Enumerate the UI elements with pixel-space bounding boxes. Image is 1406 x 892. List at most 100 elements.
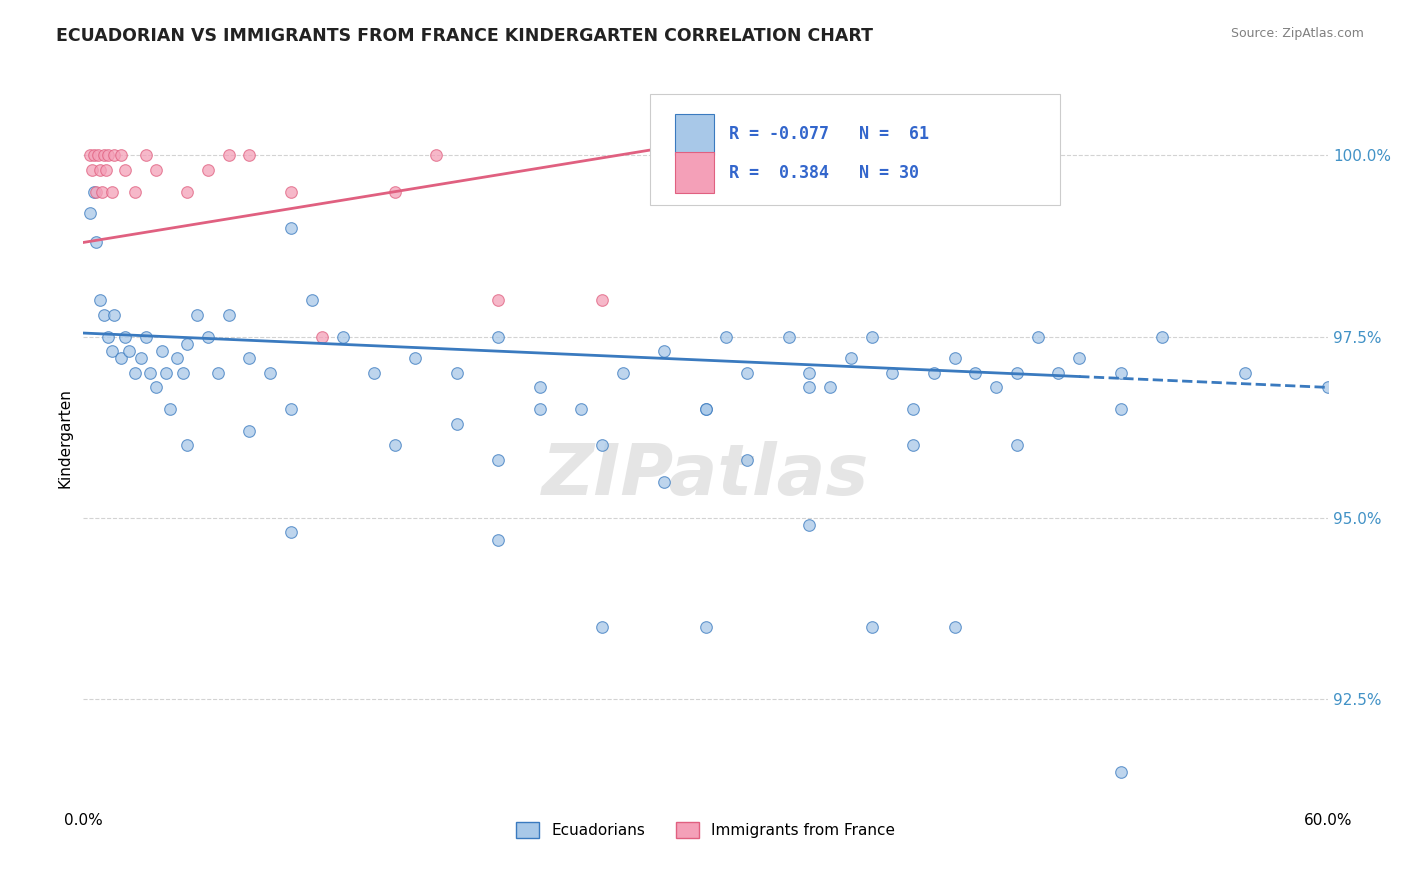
- Point: [818, 380, 841, 394]
- Point: [238, 424, 260, 438]
- Point: [901, 402, 924, 417]
- Point: [238, 351, 260, 366]
- Point: [425, 148, 447, 162]
- Point: [176, 337, 198, 351]
- Point: [735, 453, 758, 467]
- Point: [176, 438, 198, 452]
- Point: [135, 148, 157, 162]
- Point: [860, 619, 883, 633]
- Point: [612, 366, 634, 380]
- Point: [384, 438, 406, 452]
- Point: [716, 329, 738, 343]
- Point: [311, 329, 333, 343]
- Point: [79, 148, 101, 162]
- Point: [486, 329, 509, 343]
- Point: [965, 366, 987, 380]
- Point: [404, 351, 426, 366]
- FancyBboxPatch shape: [650, 95, 1060, 205]
- Point: [103, 148, 125, 162]
- Point: [695, 148, 717, 162]
- Legend: Ecuadorians, Immigrants from France: Ecuadorians, Immigrants from France: [510, 816, 901, 845]
- Text: ZIPatlas: ZIPatlas: [543, 441, 869, 509]
- Point: [1234, 366, 1257, 380]
- Point: [695, 402, 717, 417]
- Point: [114, 163, 136, 178]
- Point: [901, 438, 924, 452]
- Point: [131, 351, 153, 366]
- Point: [79, 206, 101, 220]
- Point: [1005, 438, 1028, 452]
- Text: Source: ZipAtlas.com: Source: ZipAtlas.com: [1230, 27, 1364, 40]
- Point: [384, 185, 406, 199]
- Point: [1317, 380, 1340, 394]
- Point: [301, 293, 323, 308]
- Point: [1109, 764, 1132, 779]
- Point: [197, 329, 219, 343]
- Point: [1026, 329, 1049, 343]
- Point: [591, 293, 613, 308]
- Point: [84, 185, 107, 199]
- Point: [118, 344, 141, 359]
- Point: [145, 163, 167, 178]
- Point: [778, 329, 800, 343]
- Point: [529, 380, 551, 394]
- Point: [159, 402, 181, 417]
- Point: [172, 366, 194, 380]
- Point: [280, 525, 302, 540]
- Point: [110, 351, 132, 366]
- Point: [363, 366, 385, 380]
- Point: [89, 163, 111, 178]
- FancyBboxPatch shape: [675, 114, 714, 154]
- Point: [799, 366, 821, 380]
- Point: [101, 344, 124, 359]
- Point: [695, 619, 717, 633]
- Point: [218, 148, 240, 162]
- Point: [280, 402, 302, 417]
- Point: [280, 185, 302, 199]
- Point: [591, 619, 613, 633]
- Point: [124, 366, 146, 380]
- Point: [80, 163, 103, 178]
- Point: [652, 475, 675, 489]
- Point: [145, 380, 167, 394]
- Point: [93, 308, 115, 322]
- Point: [186, 308, 208, 322]
- Point: [591, 438, 613, 452]
- Point: [114, 329, 136, 343]
- Point: [486, 293, 509, 308]
- Point: [280, 221, 302, 235]
- Text: ECUADORIAN VS IMMIGRANTS FROM FRANCE KINDERGARTEN CORRELATION CHART: ECUADORIAN VS IMMIGRANTS FROM FRANCE KIN…: [56, 27, 873, 45]
- Point: [84, 235, 107, 250]
- Point: [87, 148, 110, 162]
- Point: [901, 148, 924, 162]
- Point: [166, 351, 188, 366]
- Point: [486, 453, 509, 467]
- Point: [91, 185, 114, 199]
- Point: [882, 366, 904, 380]
- Point: [110, 148, 132, 162]
- Point: [1005, 366, 1028, 380]
- Point: [97, 148, 120, 162]
- Point: [197, 163, 219, 178]
- Point: [176, 185, 198, 199]
- Point: [135, 329, 157, 343]
- FancyBboxPatch shape: [675, 153, 714, 193]
- Point: [943, 619, 966, 633]
- Point: [207, 366, 229, 380]
- Point: [799, 380, 821, 394]
- Point: [839, 351, 862, 366]
- Point: [103, 308, 125, 322]
- Point: [150, 344, 173, 359]
- Point: [569, 402, 592, 417]
- Point: [1152, 329, 1174, 343]
- Point: [138, 366, 160, 380]
- Point: [259, 366, 281, 380]
- Point: [155, 366, 177, 380]
- Y-axis label: Kindergarten: Kindergarten: [58, 388, 72, 488]
- Point: [94, 163, 117, 178]
- Point: [1069, 351, 1091, 366]
- Point: [652, 344, 675, 359]
- Point: [218, 308, 240, 322]
- Point: [97, 329, 120, 343]
- Point: [238, 148, 260, 162]
